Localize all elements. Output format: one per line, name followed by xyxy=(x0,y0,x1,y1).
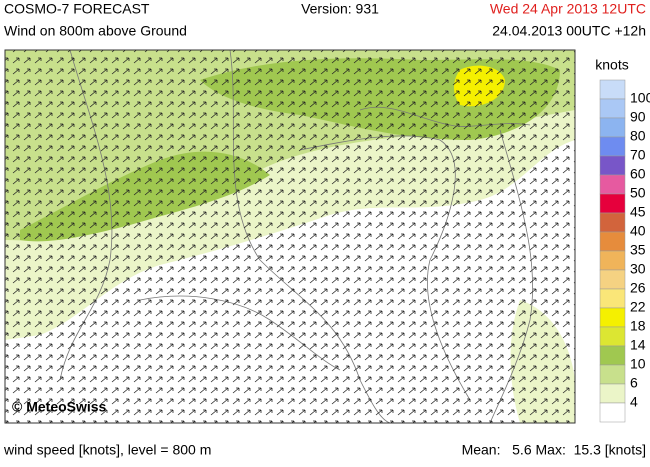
legend-label: 10 xyxy=(630,356,646,372)
legend-swatch xyxy=(599,250,626,271)
legend-swatch xyxy=(599,117,626,138)
legend-swatch xyxy=(599,288,626,309)
legend: 100 90 80 70 60 50 45 40 35 30 26 22 18 14 10 6 4 xyxy=(599,79,650,423)
legend-label: 35 xyxy=(630,242,646,258)
legend-swatch xyxy=(599,345,626,366)
legend-label: 30 xyxy=(630,261,646,277)
legend-label: 90 xyxy=(630,109,646,125)
legend-swatch xyxy=(599,79,626,100)
legend-label: 80 xyxy=(630,128,646,144)
legend-label: 22 xyxy=(630,299,646,315)
legend-swatch xyxy=(599,174,626,195)
valid-time: Wed 24 Apr 2013 12UTC xyxy=(490,1,646,17)
legend-label: 40 xyxy=(630,223,646,239)
legend-swatch xyxy=(599,307,626,328)
title: COSMO-7 FORECAST xyxy=(4,1,150,17)
credit: © MeteoSwiss xyxy=(12,399,107,415)
legend-label: 100 xyxy=(630,90,650,106)
legend-label: 60 xyxy=(630,166,646,182)
legend-swatch xyxy=(599,269,626,290)
legend-swatch xyxy=(599,231,626,252)
legend-swatch xyxy=(599,364,626,385)
footer-description: wind speed [knots], level = 800 m xyxy=(3,442,211,458)
legend-swatch xyxy=(599,212,626,233)
legend-swatch xyxy=(599,98,626,119)
version: Version: 931 xyxy=(301,1,379,17)
legend-label: 70 xyxy=(630,147,646,163)
map: © MeteoSwiss xyxy=(5,50,575,423)
footer-stats: Mean: 5.6 Max: 15.3 [knots] xyxy=(462,442,646,458)
legend-swatch xyxy=(599,383,626,404)
legend-swatch xyxy=(599,155,626,176)
legend-label: 6 xyxy=(630,375,638,391)
legend-swatch xyxy=(599,402,626,423)
legend-label: 4 xyxy=(630,394,638,410)
legend-label: 26 xyxy=(630,280,646,296)
subtitle: Wind on 800m above Ground xyxy=(4,23,187,39)
legend-swatch xyxy=(599,193,626,214)
legend-title: knots xyxy=(595,57,628,73)
wind-arrows xyxy=(5,50,575,423)
legend-label: 50 xyxy=(630,185,646,201)
legend-label: 45 xyxy=(630,204,646,220)
legend-label: 14 xyxy=(630,337,646,353)
map-frame xyxy=(4,49,576,424)
legend-label: 18 xyxy=(630,318,646,334)
run-time: 24.04.2013 00UTC +12h xyxy=(492,23,646,39)
legend-swatch xyxy=(599,136,626,157)
legend-swatch xyxy=(599,326,626,347)
